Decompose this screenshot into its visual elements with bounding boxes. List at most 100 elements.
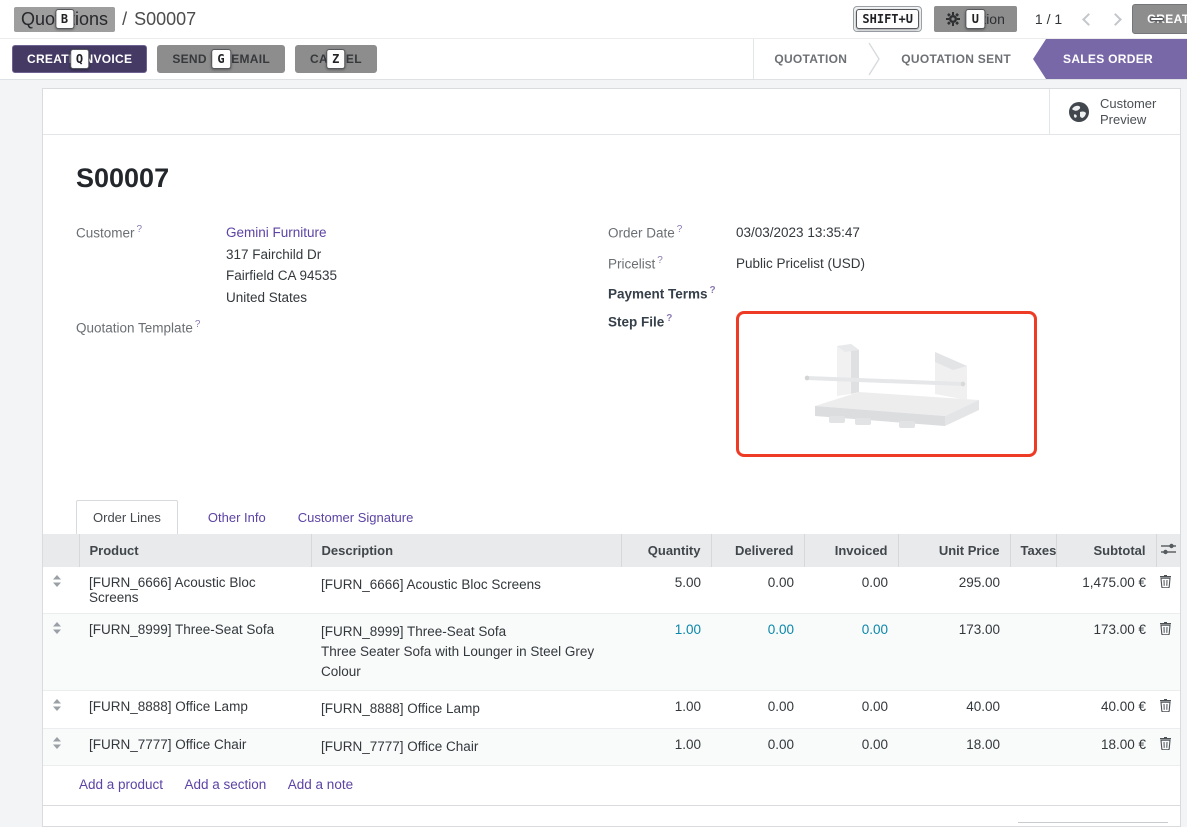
cell-taxes[interactable] <box>1010 612 1056 691</box>
column-header-delivered[interactable]: Delivered <box>710 533 804 567</box>
delete-row-icon[interactable] <box>1160 574 1171 588</box>
order-date-value[interactable]: 03/03/2023 13:35:47 <box>736 225 860 240</box>
optional-columns-icon[interactable] <box>1160 543 1176 555</box>
cell-unit-price[interactable]: 173.00 <box>898 612 1010 691</box>
cell-subtotal: 1,475.00 € <box>1082 574 1146 590</box>
pager-next-icon[interactable] <box>1109 12 1123 26</box>
column-header-quantity[interactable]: Quantity <box>620 533 711 567</box>
column-header-subtotal[interactable]: Subtotal <box>1055 533 1156 567</box>
gear-icon <box>945 12 960 26</box>
field-payment-terms: Payment Terms? <box>608 283 1140 302</box>
field-customer: Customer? Gemini Furniture 317 Fairchild… <box>76 222 608 308</box>
step-file-image[interactable] <box>736 310 1037 457</box>
hint-badge-create-invoice: Q <box>69 49 90 69</box>
pager-counter: 1 / 1 <box>1034 11 1063 27</box>
drag-handle-icon[interactable] <box>53 574 61 587</box>
totals-box: Total: 1,706.00 € <box>1018 821 1168 826</box>
breadcrumb-section-quotations[interactable]: Quotations B <box>14 6 116 32</box>
action-menu-button[interactable]: Action U <box>933 6 1017 32</box>
column-header-product[interactable]: Product <box>78 533 311 567</box>
drag-handle-cell <box>43 690 79 729</box>
customer-address: 317 Fairchild Dr Fairfield CA 94535 Unit… <box>226 246 338 305</box>
cell-quantity[interactable]: 1.00 <box>621 612 711 691</box>
send-by-email-button[interactable]: SEND BY EMAIL G <box>157 45 286 73</box>
cell-invoiced[interactable]: 0.00 <box>861 574 888 590</box>
pricelist-value[interactable]: Public Pricelist (USD) <box>736 255 866 271</box>
cell-description[interactable]: [FURN_8999] Three-Seat Sofa Three Seater… <box>311 612 621 691</box>
cell-subtotal: 40.00 € <box>1056 690 1156 729</box>
cell-unit-price[interactable]: 295.00 <box>958 574 1000 590</box>
add-a-product-link[interactable]: Add a product <box>79 776 164 792</box>
cell-description[interactable]: [FURN_7777] Office Chair <box>311 727 621 765</box>
field-column-left: Customer? Gemini Furniture 317 Fairchild… <box>76 222 608 466</box>
tab-order-lines[interactable]: Order Lines <box>76 499 178 534</box>
cell-taxes[interactable] <box>1010 567 1056 614</box>
pricelist-field-label: Pricelist? <box>608 254 663 272</box>
breadcrumb-separator: / <box>122 8 128 29</box>
globe-icon <box>1068 101 1090 123</box>
cell-unit-price[interactable]: 18.00 <box>898 727 1010 765</box>
add-a-section-link[interactable]: Add a section <box>184 776 267 792</box>
cell-product[interactable]: [FURN_6666] Acoustic Bloc Screens <box>89 574 256 605</box>
help-icon: ? <box>194 319 201 331</box>
cell-product[interactable]: [FURN_8888] Office Lamp <box>79 690 311 729</box>
column-header-invoiced[interactable]: Invoiced <box>803 533 898 567</box>
optional-columns-cell <box>1155 533 1180 567</box>
stage-separator-icon <box>868 42 881 76</box>
column-header-description[interactable]: Description <box>310 533 621 567</box>
hint-badge-send-email: G <box>211 49 231 69</box>
cancel-button[interactable]: CANCEL Z <box>295 45 377 73</box>
3d-model-preview <box>804 343 979 428</box>
cell-quantity[interactable]: 1.00 <box>621 727 711 765</box>
help-icon: ? <box>709 285 716 297</box>
help-icon: ? <box>666 312 673 324</box>
drag-handle-icon[interactable] <box>53 699 61 712</box>
cell-product[interactable]: [FURN_7777] Office Chair <box>79 727 311 765</box>
cell-description[interactable]: [FURN_6666] Acoustic Bloc Screens <box>321 576 541 592</box>
pager-previous-icon[interactable] <box>1082 12 1096 26</box>
status-bar: QUOTATION QUOTATION SENT SALES ORDER <box>753 39 1187 79</box>
table-row[interactable]: [FURN_8999] Three-Seat Sofa [FURN_8999] … <box>43 612 1180 691</box>
terms-and-conditions-input[interactable]: Terms and conditions... <box>76 822 215 826</box>
cell-delete <box>1156 727 1180 765</box>
cell-unit-price[interactable]: 40.00 <box>898 690 1010 729</box>
drag-handle-icon[interactable] <box>53 736 61 749</box>
table-row[interactable]: [FURN_8888] Office Lamp [FURN_8888] Offi… <box>43 690 1180 729</box>
cell-invoiced[interactable]: 0.00 <box>804 690 898 729</box>
column-header-unit-price[interactable]: Unit Price <box>897 533 1010 567</box>
tab-other-info[interactable]: Other Info <box>207 509 266 525</box>
add-a-note-link[interactable]: Add a note <box>287 776 354 792</box>
cell-product[interactable]: [FURN_8999] Three-Seat Sofa <box>79 612 311 691</box>
favorite-button[interactable]: SHIFT+U <box>853 6 922 32</box>
column-header-taxes[interactable]: Taxes <box>1009 533 1056 567</box>
table-row[interactable]: [FURN_6666] Acoustic Bloc Screens [FURN_… <box>43 567 1180 614</box>
drag-handle-icon[interactable] <box>53 621 61 634</box>
cell-delivered[interactable]: 0.00 <box>767 574 794 590</box>
cell-description[interactable]: [FURN_8888] Office Lamp <box>311 690 621 729</box>
cell-delivered[interactable]: 0.00 <box>711 727 804 765</box>
table-header-row: Product Description Quantity Delivered I… <box>43 533 1180 567</box>
cell-delivered[interactable]: 0.00 <box>711 612 804 691</box>
stage-quotation[interactable]: QUOTATION <box>754 39 868 79</box>
customer-link[interactable]: Gemini Furniture <box>226 225 327 240</box>
delete-row-icon[interactable] <box>1160 736 1171 750</box>
create-invoice-button[interactable]: CREATE INVOICE Q <box>12 45 148 73</box>
tab-customer-signature[interactable]: Customer Signature <box>297 509 414 525</box>
customer-preview-button[interactable]: Customer Preview <box>1049 89 1180 134</box>
delete-row-icon[interactable] <box>1160 621 1171 635</box>
field-quotation-template: Quotation Template? <box>76 317 608 336</box>
table-row[interactable]: [FURN_7777] Office Chair [FURN_7777] Off… <box>43 727 1180 765</box>
stage-sales-order[interactable]: SALES ORDER <box>1033 39 1187 79</box>
cell-taxes[interactable] <box>1010 690 1056 729</box>
create-button[interactable]: CREATE <box>1132 4 1187 34</box>
delete-row-icon[interactable] <box>1160 699 1171 713</box>
cell-delivered[interactable]: 0.00 <box>711 690 804 729</box>
cell-taxes[interactable] <box>1010 727 1056 765</box>
cell-quantity[interactable]: 1.00 <box>621 690 711 729</box>
stage-quotation-sent[interactable]: QUOTATION SENT <box>881 39 1032 79</box>
cell-invoiced[interactable]: 0.00 <box>804 727 898 765</box>
cell-quantity[interactable]: 5.00 <box>674 574 701 590</box>
breadcrumb: Quotations B / S00007 <box>14 6 196 32</box>
cell-invoiced[interactable]: 0.00 <box>804 612 898 691</box>
field-order-date: Order Date? 03/03/2023 13:35:47 <box>608 222 1140 244</box>
